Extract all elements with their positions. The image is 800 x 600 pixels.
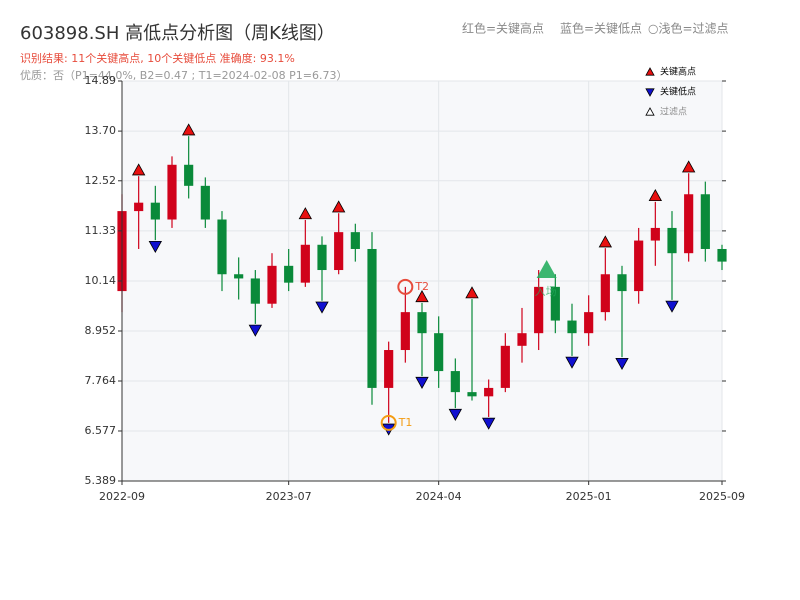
- candle-body: [350, 232, 360, 249]
- candle-body: [367, 248, 377, 388]
- chart-title: 603898.SH 高低点分析图（周K线图）: [20, 23, 335, 44]
- y-tick-label: 5.389: [85, 474, 117, 487]
- legend-label: 关键低点: [660, 86, 696, 98]
- candle-body: [600, 274, 610, 313]
- candle-body: [234, 274, 244, 279]
- candle-body: [567, 320, 577, 334]
- candle-body: [467, 392, 477, 397]
- candle-body: [250, 278, 260, 304]
- candle-body: [534, 286, 544, 334]
- header-legend: 蓝色=关键低点: [560, 22, 642, 36]
- entry-marker: [536, 260, 557, 279]
- annotation: T1: [398, 416, 413, 429]
- subtitle: 识别结果: 11个关键高点, 10个关键低点 准确度: 93.1%: [20, 51, 295, 65]
- candle-body: [584, 312, 594, 334]
- legend-symbol: [645, 88, 655, 97]
- y-tick-label: 7.764: [85, 374, 117, 387]
- marker: [131, 163, 146, 176]
- legend-label: 过滤点: [660, 106, 687, 118]
- marker: [448, 408, 463, 421]
- y-tick-label: 11.33: [85, 224, 117, 237]
- y-tick-label: 13.70: [85, 124, 117, 137]
- marker: [615, 357, 629, 371]
- candle-body: [400, 312, 410, 351]
- x-tick-label: 2025-01: [566, 490, 612, 503]
- note: 优质：否（P1=44.0%, B2=0.47 ; T1=2024-02-08 P…: [20, 69, 347, 82]
- marker: [415, 290, 429, 303]
- candle-body: [300, 244, 310, 283]
- candle-body: [484, 387, 494, 397]
- candle-body: [200, 185, 210, 220]
- candle-body: [434, 333, 444, 372]
- marker: [681, 160, 696, 173]
- annotation: T2: [414, 280, 429, 293]
- candle-body: [334, 232, 344, 271]
- marker: [181, 123, 196, 136]
- candle-body: [667, 227, 677, 254]
- y-tick-label: 10.14: [85, 274, 117, 287]
- candle-body: [184, 164, 194, 186]
- candle-body: [684, 194, 694, 254]
- candle-body: [517, 333, 527, 346]
- marker: [331, 200, 346, 213]
- x-tick-label: 2022-09: [99, 490, 145, 503]
- y-tick-label: 8.952: [85, 324, 117, 337]
- marker: [481, 417, 496, 430]
- candle-body: [634, 240, 644, 292]
- marker: [415, 376, 429, 389]
- annotation-ring: [397, 278, 414, 295]
- marker: [465, 286, 479, 299]
- x-tick-label: 2024-04: [416, 490, 462, 503]
- marker: [298, 207, 313, 220]
- y-tick-label: 12.52: [85, 174, 117, 187]
- candle-body: [550, 286, 560, 321]
- marker: [565, 356, 579, 369]
- annotation-ring: [380, 414, 397, 431]
- candle-body: [317, 244, 327, 271]
- candle-body: [150, 202, 160, 220]
- candle-body: [650, 227, 660, 241]
- legend-label: 关键高点: [660, 66, 696, 78]
- marker: [648, 189, 663, 202]
- candle-body: [134, 202, 144, 212]
- candle-body: [267, 265, 277, 304]
- candle-body: [700, 194, 710, 249]
- marker: [598, 235, 613, 248]
- candle-body: [384, 350, 394, 388]
- y-tick-label: 6.577: [85, 424, 117, 437]
- candle-body: [450, 371, 460, 393]
- candle-body: [167, 164, 177, 220]
- x-tick-label: 2025-09: [699, 490, 745, 503]
- candle-body: [284, 265, 294, 283]
- x-tick-label: 2023-07: [266, 490, 312, 503]
- candle-body: [217, 219, 227, 275]
- header-legend: 红色=关键高点: [462, 21, 544, 36]
- candle-body: [617, 274, 627, 292]
- marker: [248, 324, 263, 337]
- legend-symbol: [645, 107, 655, 116]
- header-legend: ○浅色=过滤点: [648, 22, 729, 36]
- legend-symbol: [645, 67, 655, 76]
- y-tick-label: 14.89: [85, 74, 117, 87]
- annotation: 入场: [535, 284, 557, 298]
- marker: [665, 300, 679, 313]
- candle-body: [500, 345, 510, 388]
- marker: [148, 240, 163, 253]
- candle-body: [417, 312, 427, 334]
- marker: [315, 301, 329, 314]
- candle-body: [717, 248, 727, 262]
